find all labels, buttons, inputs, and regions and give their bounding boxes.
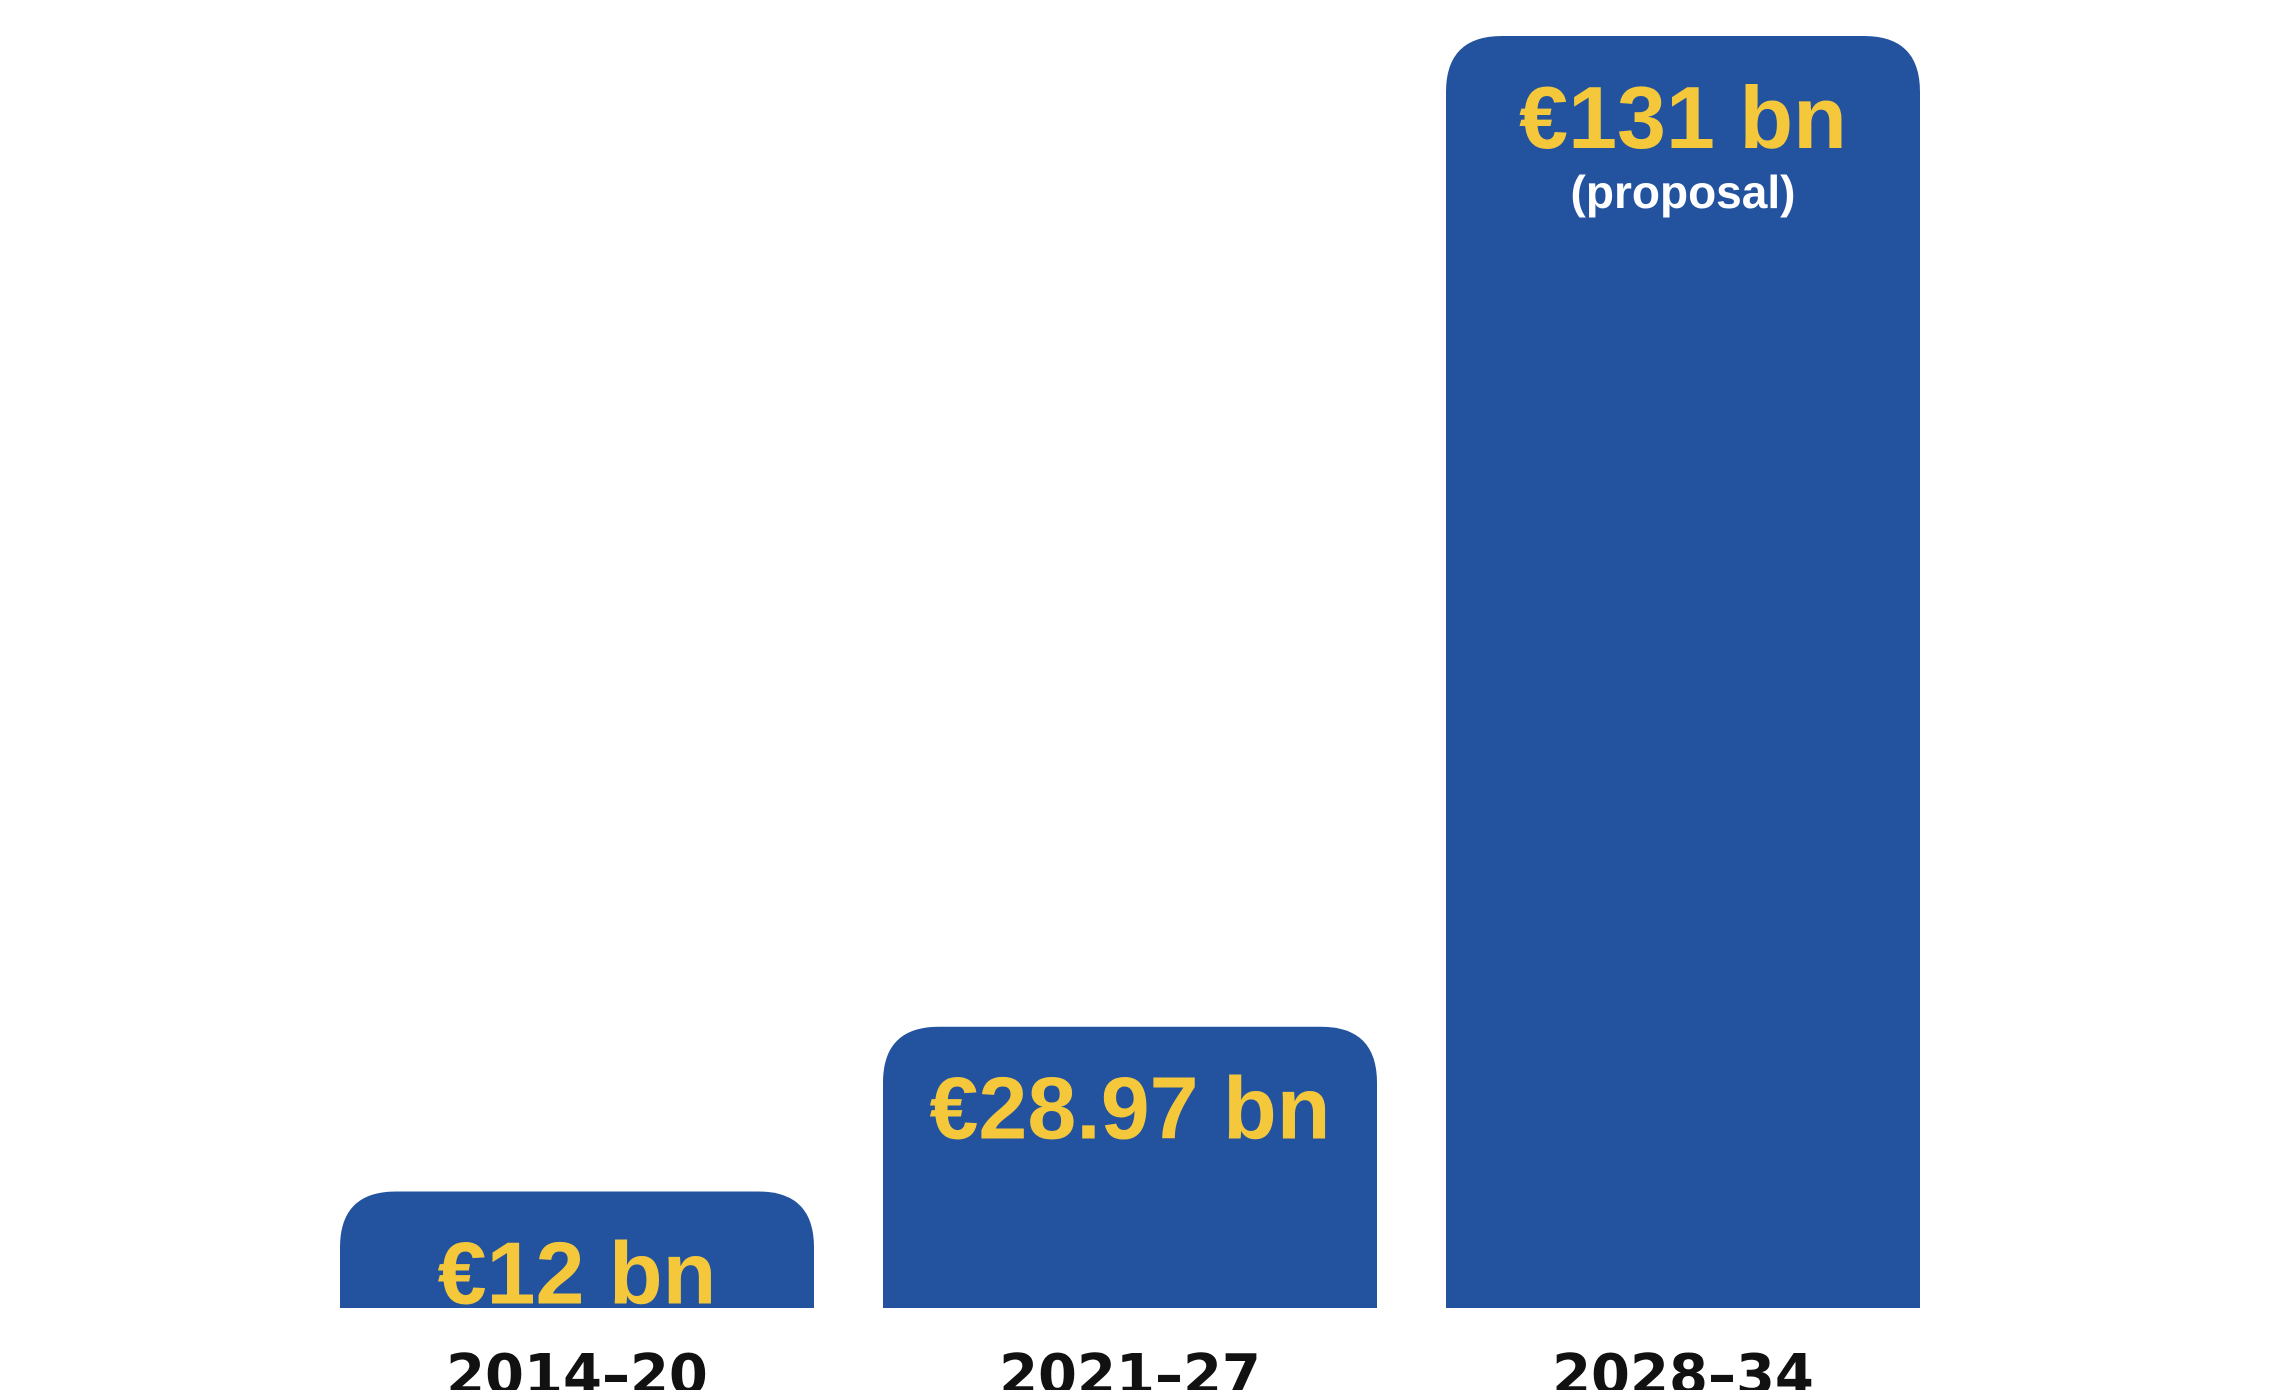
category-label-3: 2028–34 bbox=[1552, 1343, 1814, 1390]
bars-group bbox=[340, 36, 1920, 1308]
bar-1 bbox=[340, 1191, 814, 1308]
category-label-2: 2021–27 bbox=[999, 1343, 1261, 1390]
labels-group: €12 bn 2014–20 €28.97 bn 2021–27 €131 bn(pro… bbox=[438, 68, 1847, 1390]
bar-value-label-2: €28.97 bn bbox=[929, 1059, 1330, 1158]
bar-annotation-3: (proposal) bbox=[1571, 166, 1796, 218]
category-label-1: 2014–20 bbox=[446, 1343, 708, 1390]
bar-3 bbox=[1446, 36, 1920, 1308]
bar-value-label-1: €12 bn bbox=[438, 1223, 717, 1322]
bar-2 bbox=[883, 1026, 1377, 1308]
bar-value-label-3: €131 bn bbox=[1519, 68, 1847, 167]
